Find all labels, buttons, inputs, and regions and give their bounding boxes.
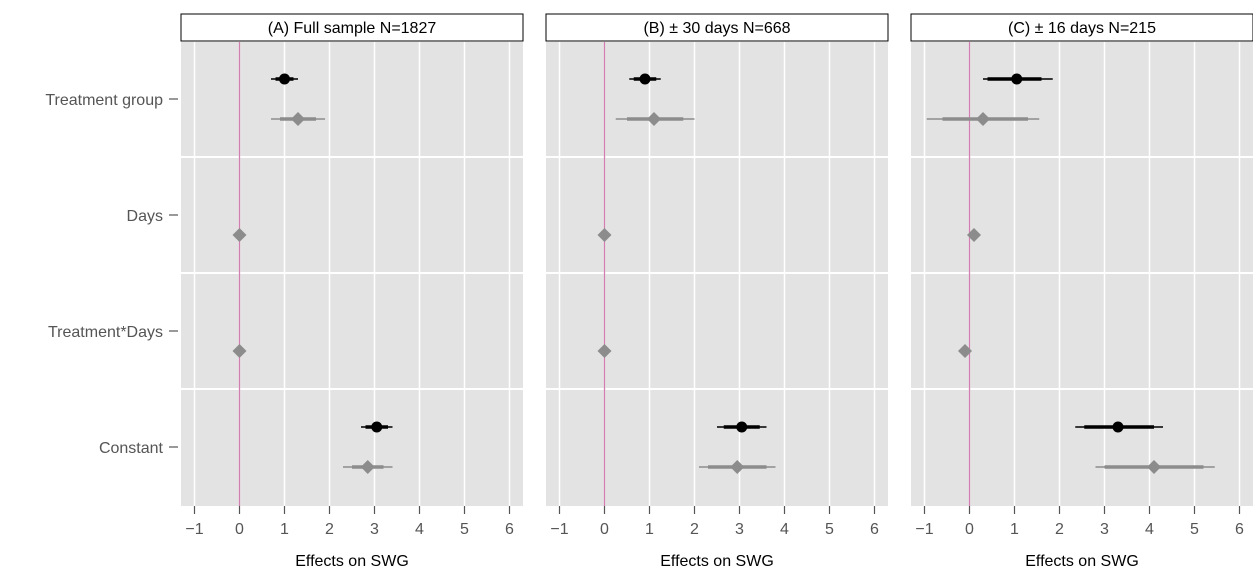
panel-1: (B) ± 30 days N=668 −1 0 1 2 3 4 5 6 Effects on S…	[545, 13, 889, 570]
estimate-point	[639, 73, 651, 85]
x-tick-label: 4	[415, 521, 424, 538]
x-tick-label: 5	[825, 521, 834, 538]
x-tick-label: 5	[460, 521, 469, 538]
row-label: Days	[127, 208, 163, 225]
panel-title: (B) ± 30 days N=668	[643, 20, 790, 37]
x-tick-label: 1	[645, 521, 654, 538]
estimate-point	[736, 421, 748, 433]
estimate-point	[597, 344, 612, 358]
x-tick-label: 1	[1010, 521, 1019, 538]
x-tick-label: 3	[370, 521, 379, 538]
x-tick-label: −1	[185, 521, 203, 538]
estimate-point	[730, 460, 745, 474]
estimate-point	[958, 344, 972, 358]
estimate-point	[1011, 73, 1023, 85]
x-tick-label: 4	[1145, 521, 1154, 538]
x-tick-label: 2	[1055, 521, 1064, 538]
x-tick-label: 6	[870, 521, 879, 538]
x-tick-label: 1	[280, 521, 289, 538]
estimate-point	[371, 421, 383, 433]
estimate-point	[291, 112, 305, 126]
estimate-point	[647, 112, 661, 126]
panel-title: (A) Full sample N=1827	[268, 20, 437, 37]
estimate-point	[597, 228, 612, 242]
estimate-point	[1147, 460, 1161, 474]
x-axis-label: Effects on SWG	[295, 553, 409, 570]
x-tick-label: 0	[600, 521, 609, 538]
x-axis-label: Effects on SWG	[1025, 553, 1139, 570]
panel-strip	[180, 13, 524, 42]
x-tick-label: 2	[325, 521, 334, 538]
estimate-point	[360, 460, 375, 474]
panel-strip	[545, 13, 889, 42]
x-tick-label: 2	[690, 521, 699, 538]
x-axis-label: Effects on SWG	[660, 553, 774, 570]
panel-0: (A) Full sample N=1827 −1 0 1 2 3 4 5 6 Effects o…	[180, 13, 524, 570]
x-tick-label: 6	[1235, 521, 1244, 538]
x-tick-label: 3	[1100, 521, 1109, 538]
row-label: Treatment*Days	[48, 324, 163, 341]
estimate-point	[967, 228, 981, 242]
x-tick-label: 5	[1190, 521, 1199, 538]
estimate-point	[1112, 421, 1124, 433]
x-tick-label: 6	[505, 521, 514, 538]
panel-strip	[910, 13, 1253, 42]
x-tick-label: 3	[735, 521, 744, 538]
x-tick-label: −1	[550, 521, 568, 538]
estimate-point	[232, 344, 247, 358]
row-label: Treatment group	[45, 92, 163, 109]
estimate-point	[976, 112, 990, 126]
x-tick-label: −1	[915, 521, 933, 538]
x-tick-label: 0	[235, 521, 244, 538]
x-tick-label: 0	[965, 521, 974, 538]
row-label: Constant	[99, 440, 164, 457]
estimate-point	[279, 73, 290, 85]
x-tick-label: 4	[780, 521, 789, 538]
estimate-point	[232, 228, 247, 242]
panel-2: (C) ± 16 days N=215 −1 0 1 2 3 4 5 6 Effects on S…	[910, 13, 1253, 570]
panel-title: (C) ± 16 days N=215	[1008, 20, 1156, 37]
